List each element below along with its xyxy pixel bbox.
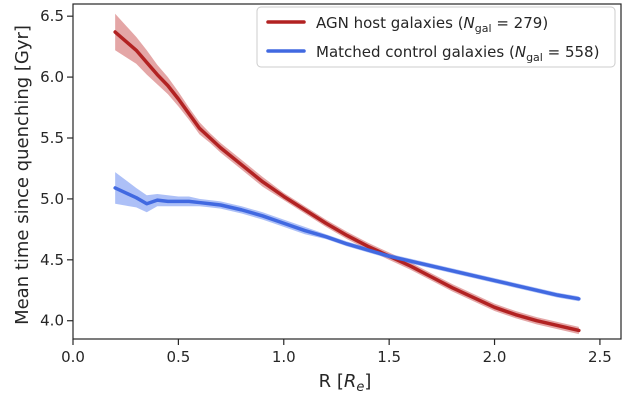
confidence-band-1 — [115, 172, 579, 302]
series-line-1 — [113, 186, 581, 301]
y-tick-label: 5.5 — [40, 129, 64, 147]
legend-label-control: Matched control galaxies (Ngal = 558) — [316, 43, 599, 64]
x-tick-label: 0.5 — [166, 348, 190, 366]
x-tick-label: 2.0 — [483, 348, 507, 366]
y-tick-label: 4.5 — [40, 251, 64, 269]
y-axis-ticks: 4.0 4.5 5.0 5.5 6.0 6.5 — [40, 7, 73, 330]
y-tick-label: 6.0 — [40, 68, 64, 86]
x-tick-label: 0.0 — [61, 348, 85, 366]
y-tick-label: 6.5 — [40, 7, 64, 25]
legend-box — [256, 6, 616, 68]
x-tick-label: 1.0 — [272, 348, 296, 366]
y-axis-label: Mean time since quenching [Gyr] — [12, 25, 33, 325]
plot-border — [72, 3, 622, 340]
confidence-bands — [115, 13, 579, 335]
legend-label-agn: AGN host galaxies (Ngal = 279) — [316, 14, 548, 35]
x-tick-label: 1.5 — [377, 348, 401, 366]
y-tick-label: 5.0 — [40, 190, 64, 208]
x-axis-ticks: 0.0 0.5 1.0 1.5 2.0 2.5 — [61, 339, 612, 366]
y-tick-label: 4.0 — [40, 312, 64, 330]
plot-frame — [72, 3, 622, 340]
series-lines — [113, 30, 581, 333]
legend: AGN host galaxies (Ngal = 279) Matched c… — [256, 6, 616, 68]
x-axis-label: R [Re] — [319, 371, 372, 394]
series-line-0 — [113, 30, 581, 333]
x-tick-label: 2.5 — [588, 348, 612, 366]
